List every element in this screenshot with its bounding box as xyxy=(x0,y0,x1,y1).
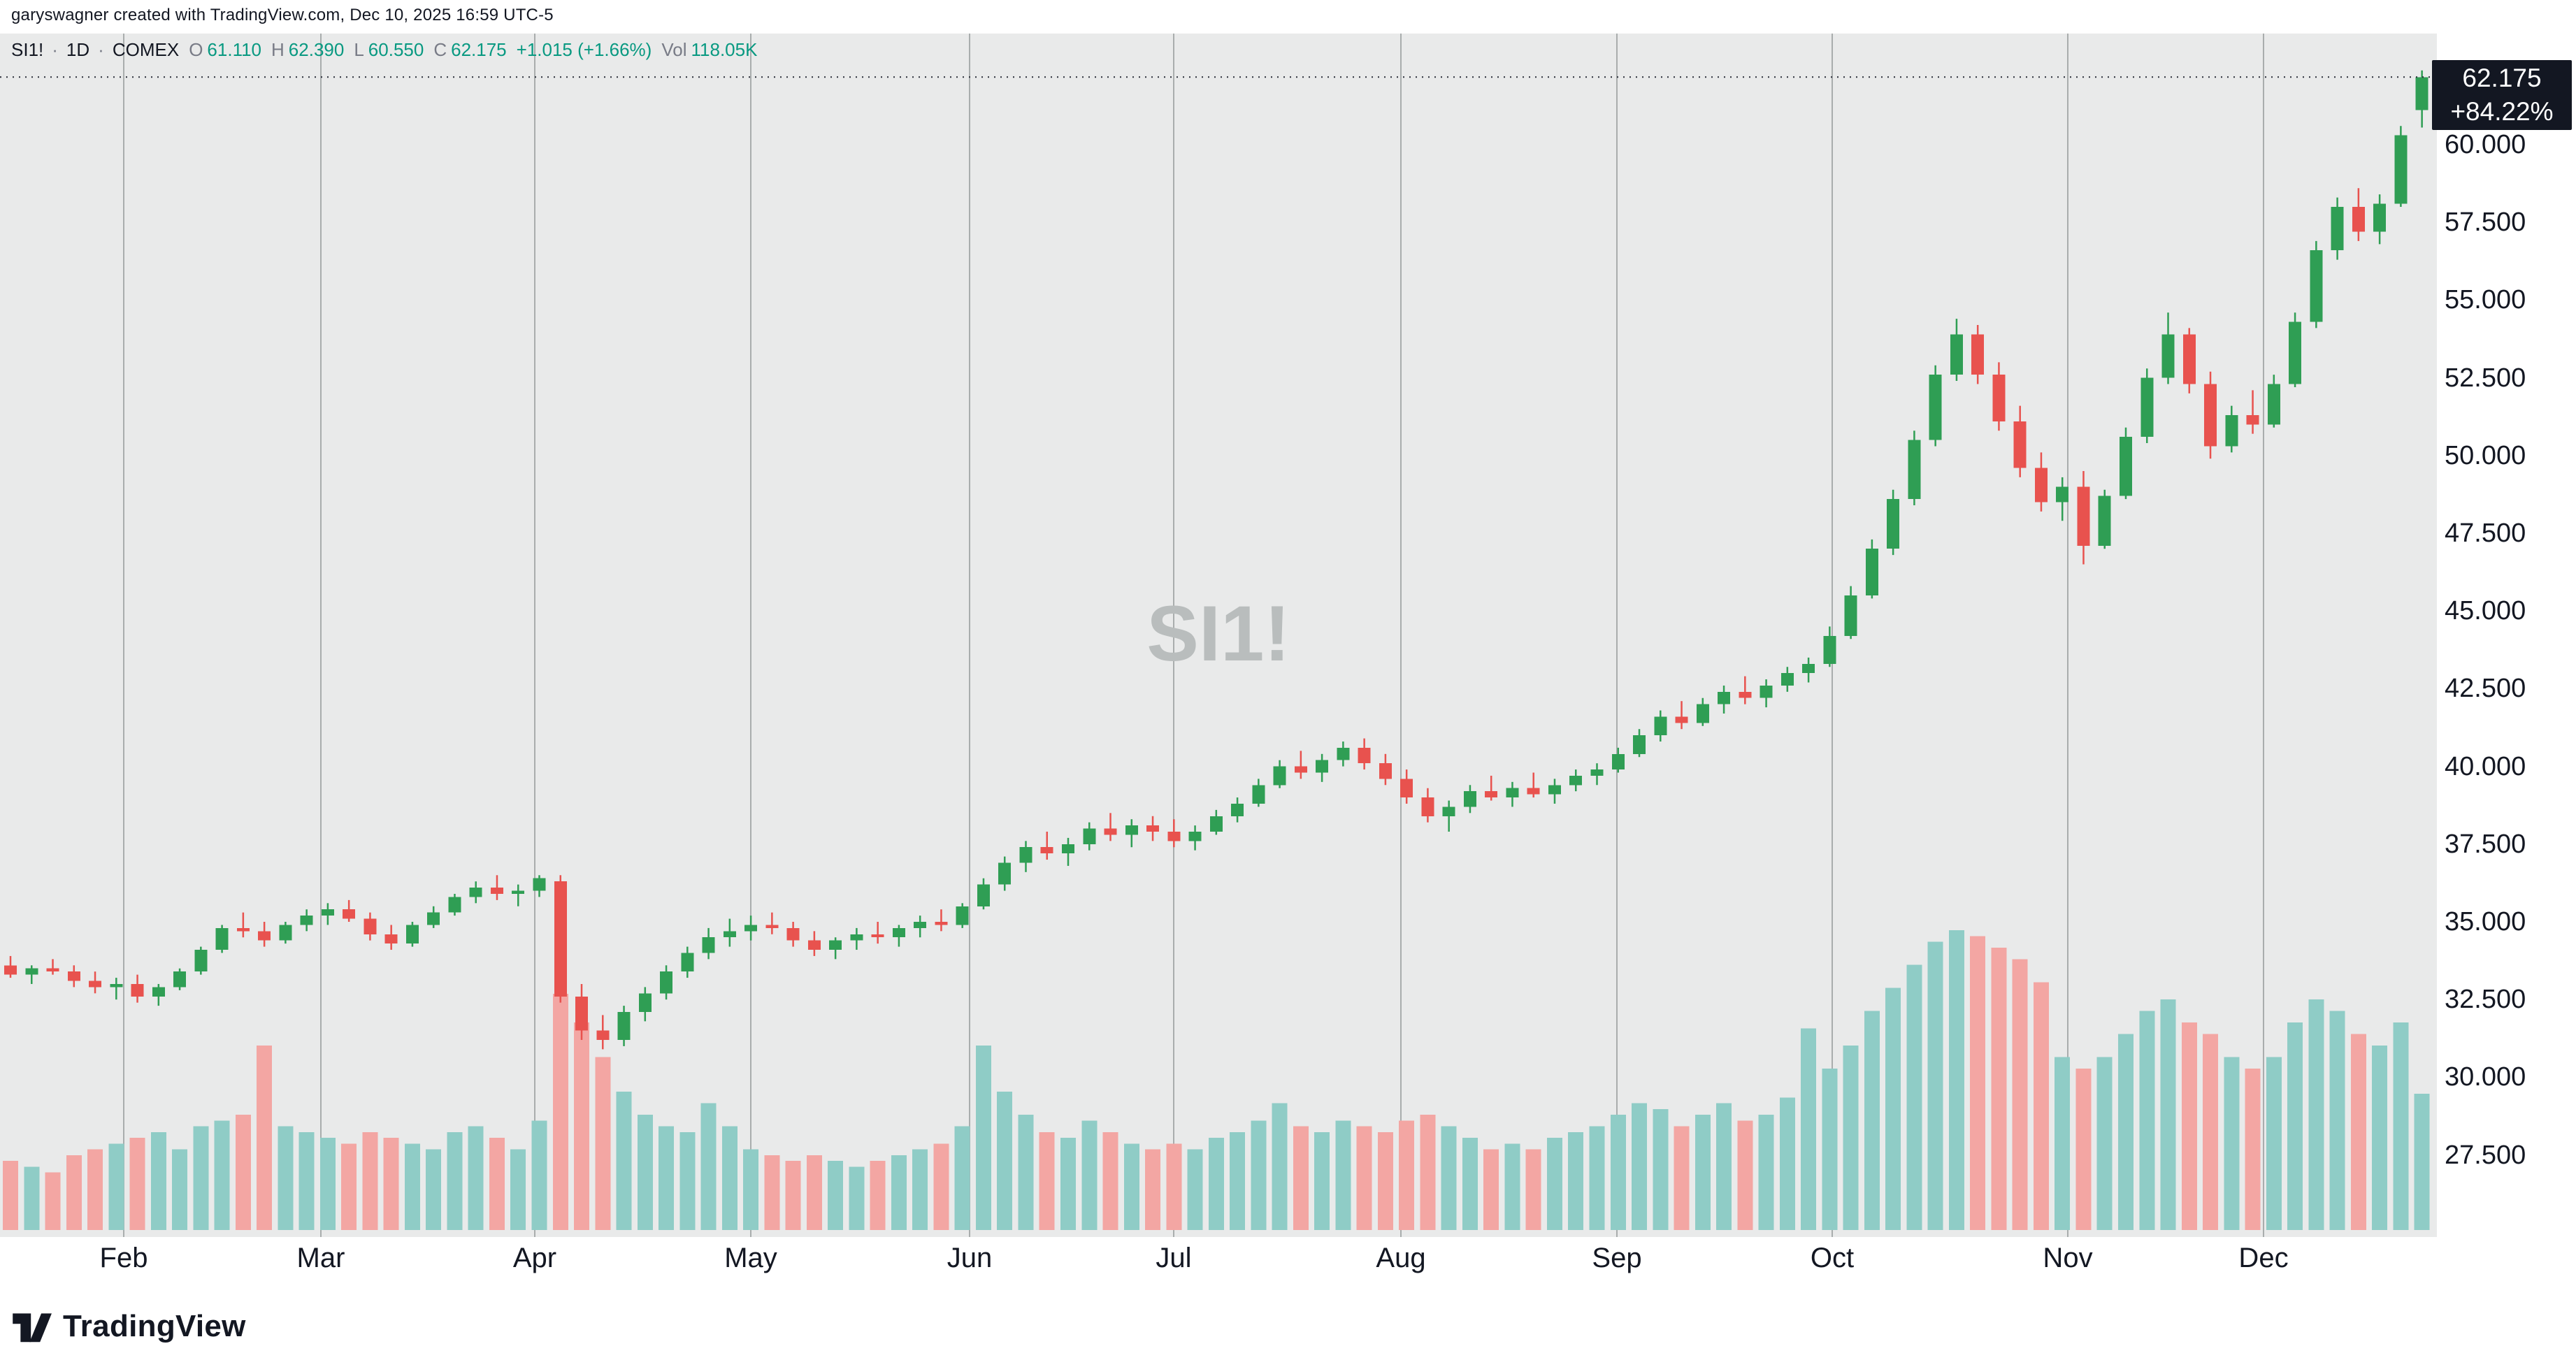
time-axis-label: Aug xyxy=(1376,1243,1426,1273)
time-axis-label: Feb xyxy=(99,1243,148,1273)
price-axis-label: 30.000 xyxy=(2445,1062,2526,1092)
time-axis-label: May xyxy=(724,1243,777,1273)
volume-bars xyxy=(3,930,2430,1230)
watermark-layer: SI1! xyxy=(1146,590,1290,677)
time-axis-label: Jun xyxy=(947,1243,993,1273)
legend-separator: · xyxy=(98,39,104,60)
symbol-legend: SI1! · 1D · COMEX O 61.110 H 62.390 L 60… xyxy=(11,39,757,61)
last-price-change-pct: +84.22% xyxy=(2450,97,2554,126)
time-axis-label: Apr xyxy=(512,1243,557,1273)
exchange-label: COMEX xyxy=(112,39,180,60)
low-value: L 60.550 xyxy=(354,39,424,60)
time-axis-label: Nov xyxy=(2043,1243,2093,1273)
last-price-badge: 62.175 +84.22% xyxy=(2432,60,2572,130)
high-value: H 62.390 xyxy=(271,39,345,60)
tradingview-wordmark: TradingView xyxy=(63,1309,246,1343)
price-axis-label: 57.500 xyxy=(2445,208,2526,238)
interval-label[interactable]: 1D xyxy=(66,39,90,60)
open-value: O 61.110 xyxy=(189,39,262,60)
volume-readout: Vol 118.05K xyxy=(661,39,758,60)
time-axis-label: Mar xyxy=(296,1243,345,1273)
chart-surface[interactable]: SI1! xyxy=(0,0,2437,1367)
legend-separator: · xyxy=(52,39,58,60)
tradingview-branding[interactable]: TradingView xyxy=(13,1308,246,1345)
symbol-name[interactable]: SI1! xyxy=(11,39,44,60)
time-axis-label: Sep xyxy=(1592,1243,1642,1273)
price-axis-label: 45.000 xyxy=(2445,596,2526,626)
price-axis-label: 37.500 xyxy=(2445,829,2526,859)
price-axis-label: 27.500 xyxy=(2445,1140,2526,1170)
symbol-watermark: SI1! xyxy=(1146,590,1290,677)
candles xyxy=(4,70,2429,1050)
last-price-value: 62.175 xyxy=(2462,64,2542,92)
price-axis-label: 35.000 xyxy=(2445,907,2526,936)
time-axis[interactable]: Feb Mar Apr May Jun Jul Aug Sep Oct Nov Dec xyxy=(0,1237,2437,1287)
time-axis-label: Dec xyxy=(2238,1243,2289,1273)
price-axis-label: 55.000 xyxy=(2445,285,2526,315)
change-value: +1.015 (+1.66%) xyxy=(516,39,652,60)
price-axis-label: 42.500 xyxy=(2445,674,2526,704)
price-axis-label: 47.500 xyxy=(2445,519,2526,548)
price-axis-label: 32.500 xyxy=(2445,985,2526,1015)
chart-background xyxy=(0,34,2437,1237)
price-axis-label: 52.500 xyxy=(2445,363,2526,393)
price-axis-label: 40.000 xyxy=(2445,751,2526,781)
price-axis-label: 60.000 xyxy=(2445,130,2526,159)
time-axis-label: Jul xyxy=(1156,1243,1192,1273)
price-axis[interactable]: 60.000 57.500 55.000 52.500 50.000 47.500 45.0… xyxy=(2437,0,2576,1367)
close-value: C 62.175 xyxy=(433,39,507,60)
tradingview-logo-icon xyxy=(13,1313,52,1343)
attribution-text: garyswagner created with TradingView.com… xyxy=(11,6,554,24)
grid-lines xyxy=(123,34,2264,1237)
time-axis-label: Oct xyxy=(1810,1243,1855,1273)
price-axis-label: 50.000 xyxy=(2445,440,2526,470)
